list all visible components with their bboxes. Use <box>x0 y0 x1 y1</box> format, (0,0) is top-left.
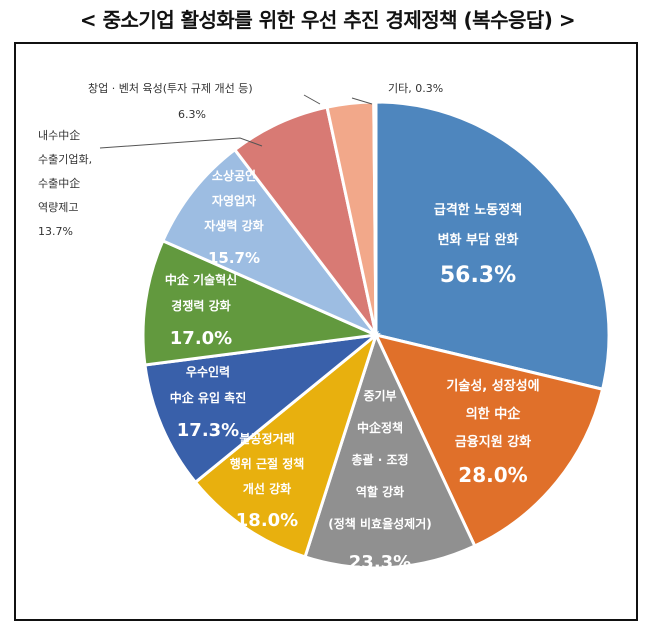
pie-slice-5 <box>143 332 382 485</box>
slice-label-2-line-3: 금융지원 강화 <box>455 434 531 450</box>
slice-label-4-line-1: 불공정거래 <box>239 431 294 446</box>
slice-label-6-line-1: 中企 기술혁신 <box>165 272 237 287</box>
slice-label-7-line-2: 자영업자 <box>212 193 256 208</box>
slice-label-3-line-5: (정책 비효율성제거) <box>328 516 431 531</box>
slice-label-8-line-4: 역량제고 <box>38 201 78 214</box>
slice-value-9: 6.3% <box>178 108 206 121</box>
slice-label-3-line-4: 역할 강화 <box>356 484 404 499</box>
slice-label-5-line-2: 中企 유입 촉진 <box>170 390 247 405</box>
slice-label-6-line-2: 경쟁력 강화 <box>171 298 230 313</box>
slice-label-7-line-3: 자생력 강화 <box>204 218 263 233</box>
slice-value-5: 17.3% <box>177 420 239 441</box>
slice-value-2: 28.0% <box>458 463 527 487</box>
pie-slice-8 <box>232 105 378 336</box>
slice-value-3: 23.3% <box>349 552 411 573</box>
pie-slice-2 <box>373 332 605 549</box>
slice-label-4-line-3: 개선 강화 <box>243 481 291 496</box>
slice-value-8: 13.7% <box>38 225 73 238</box>
slice-label-1-line-2: 변화 부담 완화 <box>438 232 519 248</box>
slice-label-5-line-1: 우수인력 <box>186 364 230 379</box>
slice-label-2-line-2: 의한 中企 <box>466 406 521 422</box>
slice-label-4-line-2: 행위 근절 정책 <box>230 456 305 471</box>
slice-label-8-line-1: 내수中企 <box>38 128 80 142</box>
leader-line-8 <box>99 137 263 149</box>
slice-label-2-line-1: 기술성, 성장성에 <box>446 378 539 394</box>
slice-label-3-line-2: 中企정책 <box>357 420 403 435</box>
slice-label-3-line-3: 총괄 · 조정 <box>351 452 408 467</box>
slice-label-8-line-2: 수출기업화, <box>38 153 92 166</box>
slice-label-8-line-3: 수출中企 <box>38 176 80 190</box>
pie-slice-10 <box>372 100 378 336</box>
slice-label-10: 기타, 0.3% <box>388 82 443 95</box>
slice-value-7: 15.7% <box>208 249 260 267</box>
pie-slice-1 <box>374 100 611 392</box>
chart-title: < 중소기업 활성화를 위한 우선 추진 경제정책 (복수응답) > <box>79 8 576 32</box>
leader-line-10 <box>351 97 373 105</box>
pie-slice-7 <box>160 147 378 337</box>
pie-slice-6 <box>141 238 382 367</box>
slice-label-1-line-1: 급격한 노동정책 <box>434 202 522 218</box>
slice-value-6: 17.0% <box>170 328 232 349</box>
pie-slice-4 <box>193 330 379 559</box>
slice-label-7-line-1: 소상공인 <box>212 168 256 183</box>
slice-label-3-line-1: 중기부 <box>363 388 396 403</box>
leader-line-9 <box>303 94 321 105</box>
slice-label-9-line-1: 창업 · 벤처 육성(투자 규제 개선 등) <box>88 82 253 95</box>
slice-value-1: 56.3% <box>440 263 516 288</box>
slice-value-4: 18.0% <box>236 510 298 531</box>
pie-slice-3 <box>303 330 477 570</box>
